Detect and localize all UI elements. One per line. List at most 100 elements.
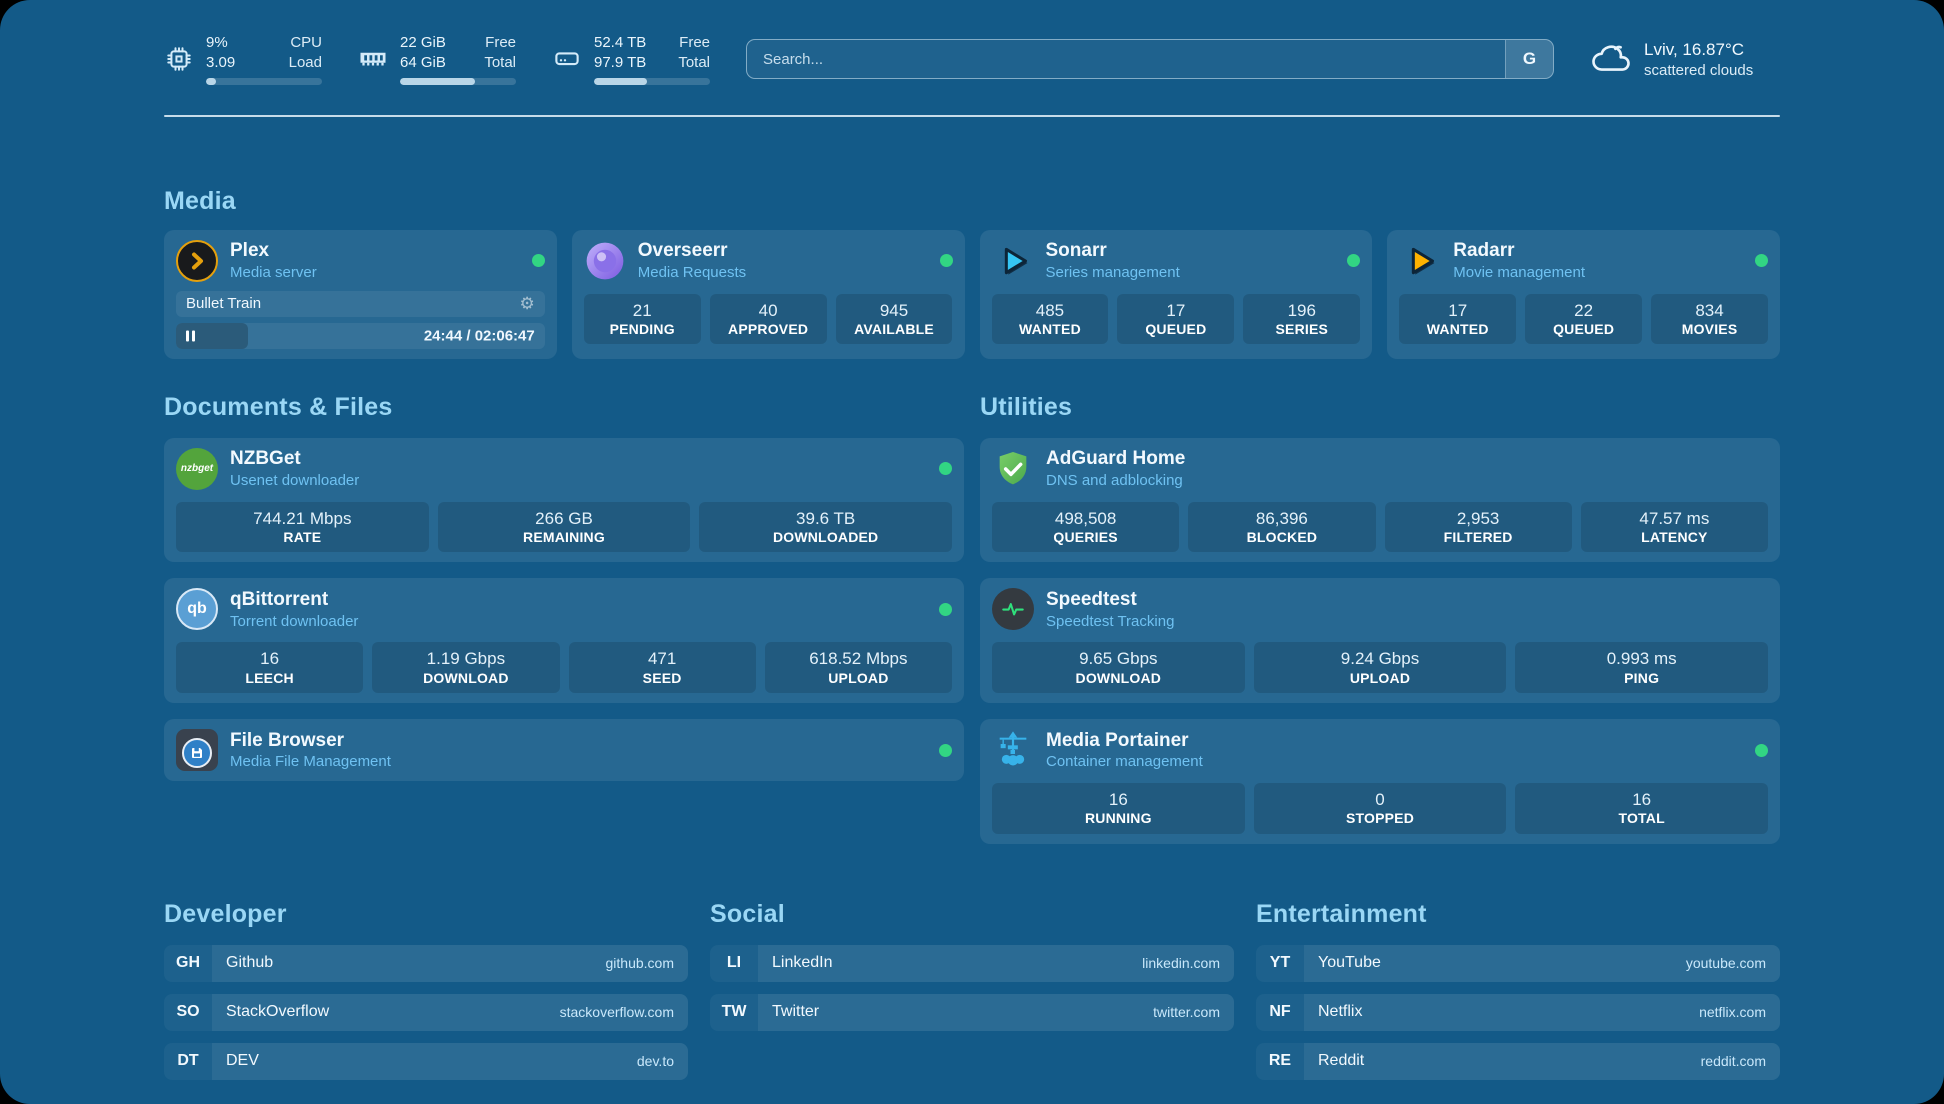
stat-value: 17 <box>1448 300 1468 320</box>
stat-label: FILTERED <box>1443 528 1513 545</box>
link-name: Github <box>226 954 274 972</box>
app-subtitle: Series management <box>1045 263 1180 281</box>
stat-tile: 40 APPROVED <box>709 293 827 345</box>
stat-tile: 485 WANTED <box>991 293 1109 345</box>
stat-value: 2,953 <box>1456 508 1500 528</box>
stat-tile: 22 QUEUED <box>1525 293 1643 345</box>
app-card-adguard[interactable]: AdGuard Home DNS and adblocking 498,508 … <box>980 437 1780 563</box>
stat-label: LEECH <box>245 669 294 686</box>
stat-value: 0.993 ms <box>1606 649 1677 669</box>
link-name: StackOverflow <box>226 1003 330 1021</box>
stat-value: 9.65 Gbps <box>1079 649 1158 669</box>
link-twitter[interactable]: TW Twitter twitter.com <box>710 993 1234 1031</box>
weather-condition: scattered clouds <box>1644 61 1754 79</box>
stat-value: 39.6 TB <box>796 508 856 528</box>
cpu-usage-value: 9% <box>206 34 228 51</box>
stat-value: 485 <box>1035 300 1065 320</box>
ram-icon <box>358 44 388 74</box>
session-gear-icon[interactable]: ⚙ <box>519 294 535 313</box>
stat-label: BLOCKED <box>1246 528 1318 545</box>
link-abbr: LI <box>710 944 758 982</box>
link-netflix[interactable]: NF Netflix netflix.com <box>1256 993 1780 1031</box>
disk-progress-bar <box>594 77 710 85</box>
link-name: Netflix <box>1318 1003 1363 1021</box>
playback-seekbar[interactable]: 24:44 / 02:06:47 <box>176 322 545 349</box>
stat-label: UPLOAD <box>1349 669 1411 686</box>
stat-tile: 744.21 Mbps RATE <box>176 501 429 553</box>
stat-tile: 17 QUEUED <box>1117 293 1235 345</box>
section-title-documents: Documents & Files <box>164 392 393 421</box>
stat-tile: 16 RUNNING <box>992 783 1245 834</box>
stat-label: QUEUED <box>1145 320 1207 337</box>
link-url: netflix.com <box>1699 1004 1766 1021</box>
stat-value: 22 <box>1574 300 1594 320</box>
portainer-icon <box>992 729 1034 771</box>
app-card-filebrowser[interactable]: File Browser Media File Management <box>164 719 964 781</box>
ram-total-value: 64 GiB <box>400 53 446 71</box>
status-online-dot <box>939 743 952 757</box>
link-abbr: DT <box>164 1042 212 1080</box>
app-card-speedtest[interactable]: Speedtest Speedtest Tracking 9.65 Gbps D… <box>980 578 1780 703</box>
app-subtitle: Media File Management <box>230 753 391 771</box>
app-card-radarr[interactable]: Radarr Movie management 17 WANTED 22 QUE… <box>1387 229 1780 359</box>
link-youtube[interactable]: YT YouTube youtube.com <box>1256 944 1780 982</box>
app-name: Speedtest <box>1046 588 1137 610</box>
app-subtitle: Torrent downloader <box>230 612 359 630</box>
qbittorrent-icon: qb <box>176 588 218 631</box>
app-card-nzbget[interactable]: nzbget NZBGet Usenet downloader 744.21 M… <box>164 437 964 563</box>
link-name: LinkedIn <box>772 954 833 972</box>
section-utilities: Utilities <box>980 393 1780 844</box>
link-url: stackoverflow.com <box>559 1004 674 1021</box>
stat-tile: 21 PENDING <box>583 293 701 345</box>
link-stackoverflow[interactable]: SO StackOverflow stackoverflow.com <box>164 993 688 1031</box>
pause-icon[interactable] <box>186 330 195 341</box>
stat-label: SEED <box>642 669 682 686</box>
stat-tile: 471 SEED <box>568 642 756 693</box>
stat-tile: 266 GB REMAINING <box>437 501 691 553</box>
app-card-portainer[interactable]: Media Portainer Container management 16 … <box>980 719 1780 844</box>
app-name: Radarr <box>1453 240 1515 262</box>
stat-value: 471 <box>647 649 677 669</box>
stat-label: MOVIES <box>1681 320 1738 337</box>
link-github[interactable]: GH Github github.com <box>164 944 688 982</box>
cpu-icon <box>164 44 194 74</box>
link-dev[interactable]: DT DEV dev.to <box>164 1042 688 1080</box>
ram-free-value: 22 GiB <box>400 34 446 51</box>
stat-label: LATENCY <box>1641 528 1708 545</box>
search-input[interactable] <box>747 40 1505 79</box>
stat-value: 86,396 <box>1255 508 1308 528</box>
status-online-dot <box>531 254 545 267</box>
link-linkedin[interactable]: LI LinkedIn linkedin.com <box>710 944 1234 982</box>
disk-total-value: 97.9 TB <box>594 53 647 71</box>
stat-tile: 1.19 Gbps DOWNLOAD <box>372 642 560 693</box>
status-online-dot <box>939 254 953 267</box>
cpu-label: CPU <box>290 34 322 51</box>
disk-icon <box>552 44 582 74</box>
stat-label: APPROVED <box>728 320 809 337</box>
app-subtitle: Media server <box>230 263 317 281</box>
speedtest-icon <box>992 588 1034 631</box>
playback-time: 24:44 / 02:06:47 <box>423 327 535 344</box>
weather-widget: Lviv, 16.87°C scattered clouds <box>1590 38 1780 80</box>
app-card-sonarr[interactable]: Sonarr Series management 485 WANTED 17 Q… <box>979 229 1373 359</box>
app-card-overseerr[interactable]: Overseerr Media Requests 21 PENDING 40 A… <box>571 229 965 359</box>
stat-label: UPLOAD <box>828 669 889 686</box>
app-subtitle: Movie management <box>1453 263 1585 281</box>
app-subtitle: Speedtest Tracking <box>1046 612 1175 630</box>
ram-total-label: Total <box>484 53 516 71</box>
ram-stats: 22 GiB 64 GiB Free Total <box>358 34 516 85</box>
search-engine-badge[interactable]: G <box>1505 40 1553 79</box>
stat-label: STOPPED <box>1345 810 1415 827</box>
section-social: Social LI LinkedIn linkedin.com TW Twitt… <box>710 900 1234 1080</box>
topbar: 9% 3.09 CPU Load <box>164 0 1780 85</box>
search-bar[interactable]: G <box>746 39 1554 80</box>
weather-location-temp: Lviv, 16.87°C <box>1644 39 1745 59</box>
app-card-plex[interactable]: Plex Media server Bullet Train ⚙ 24:44 /… <box>164 229 557 359</box>
link-name: Twitter <box>772 1003 820 1021</box>
stat-tile: 39.6 TB DOWNLOADED <box>699 501 952 553</box>
link-abbr: RE <box>1256 1042 1304 1080</box>
link-reddit[interactable]: RE Reddit reddit.com <box>1256 1042 1780 1080</box>
stat-value: 40 <box>758 300 778 320</box>
app-card-qbittorrent[interactable]: qb qBittorrent Torrent downloader 16 LEE… <box>164 578 964 703</box>
stat-tile: 196 SERIES <box>1243 293 1361 345</box>
